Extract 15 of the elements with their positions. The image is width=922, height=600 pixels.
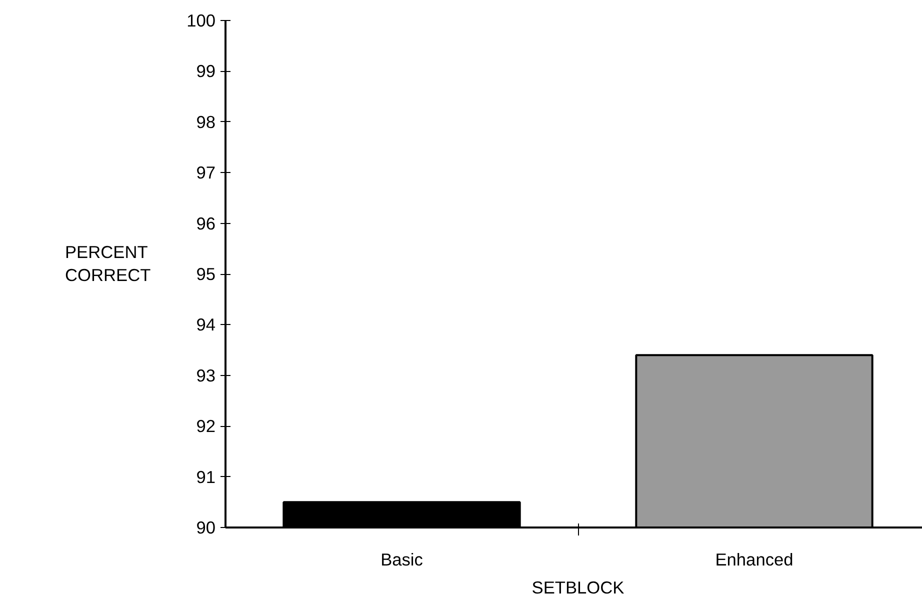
y-tick-label: 100 <box>186 10 216 30</box>
x-tick-label: Basic <box>380 550 424 570</box>
y-tick-label: 99 <box>196 61 216 82</box>
y-tick-label: 97 <box>196 162 216 183</box>
y-axis-title: PERCENT CORRECT <box>65 241 151 286</box>
x-axis-title: SETBLOCK <box>532 578 625 598</box>
x-tick-label: Enhanced <box>715 550 794 570</box>
y-tick-label: 91 <box>196 466 216 487</box>
y-tick-label: 90 <box>196 518 216 538</box>
y-tick-label: 96 <box>196 213 216 234</box>
y-tick-label: 95 <box>196 264 216 284</box>
y-tick-label: 94 <box>196 314 216 335</box>
y-tick-label: 92 <box>196 416 216 436</box>
y-tick-label: 93 <box>196 365 216 386</box>
y-tick-label: 98 <box>196 112 216 132</box>
